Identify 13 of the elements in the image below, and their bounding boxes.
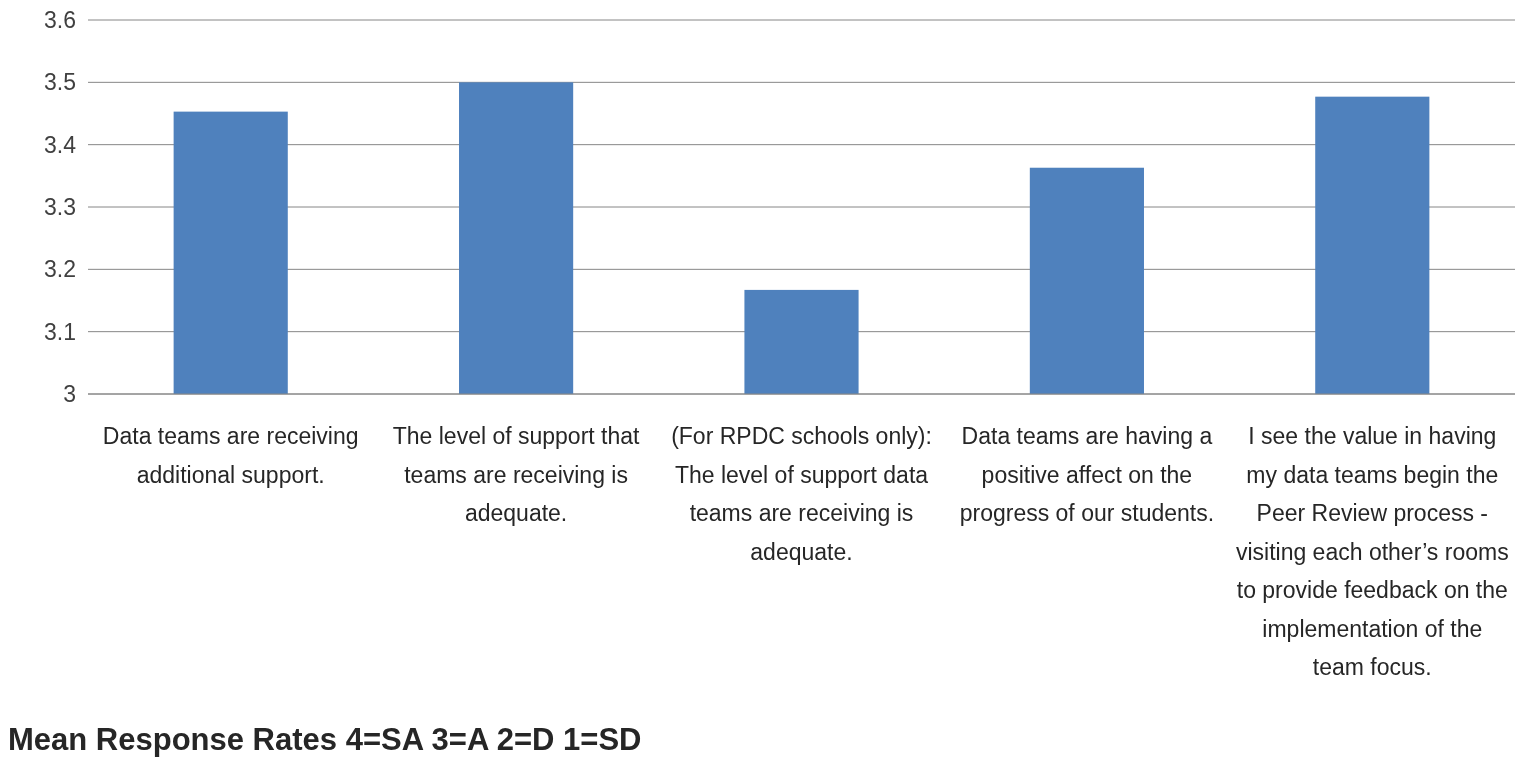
x-tick-label: Data teams are receiving additional support. xyxy=(102,423,359,488)
x-tick-label: The level of support that teams are receiving is adequate. xyxy=(392,423,641,526)
y-tick-label: 3.6 xyxy=(44,6,76,33)
x-tick-label: (For RPDC schools only): The level of support data teams are receiving is adequate. xyxy=(671,423,932,565)
y-tick-label: 3.2 xyxy=(44,256,76,283)
y-tick-label: 3.1 xyxy=(44,318,76,345)
y-tick-label: 3.5 xyxy=(44,69,76,96)
x-tick-label: Data teams are having a positive affect on the progress of our students. xyxy=(959,423,1215,526)
y-tick-label: 3.3 xyxy=(44,193,76,220)
text: Mean Response Rates 4=SA 3=A 2=D 1=SD xyxy=(8,722,642,757)
y-tick-label: 3.4 xyxy=(44,131,77,158)
x-tick-label: I see the value in having my data teams begin the Peer Review process - visiting each other’s rooms to provide feedback on the implementation of the team focus. xyxy=(1235,423,1509,680)
y-tick-label: 3 xyxy=(63,380,76,407)
